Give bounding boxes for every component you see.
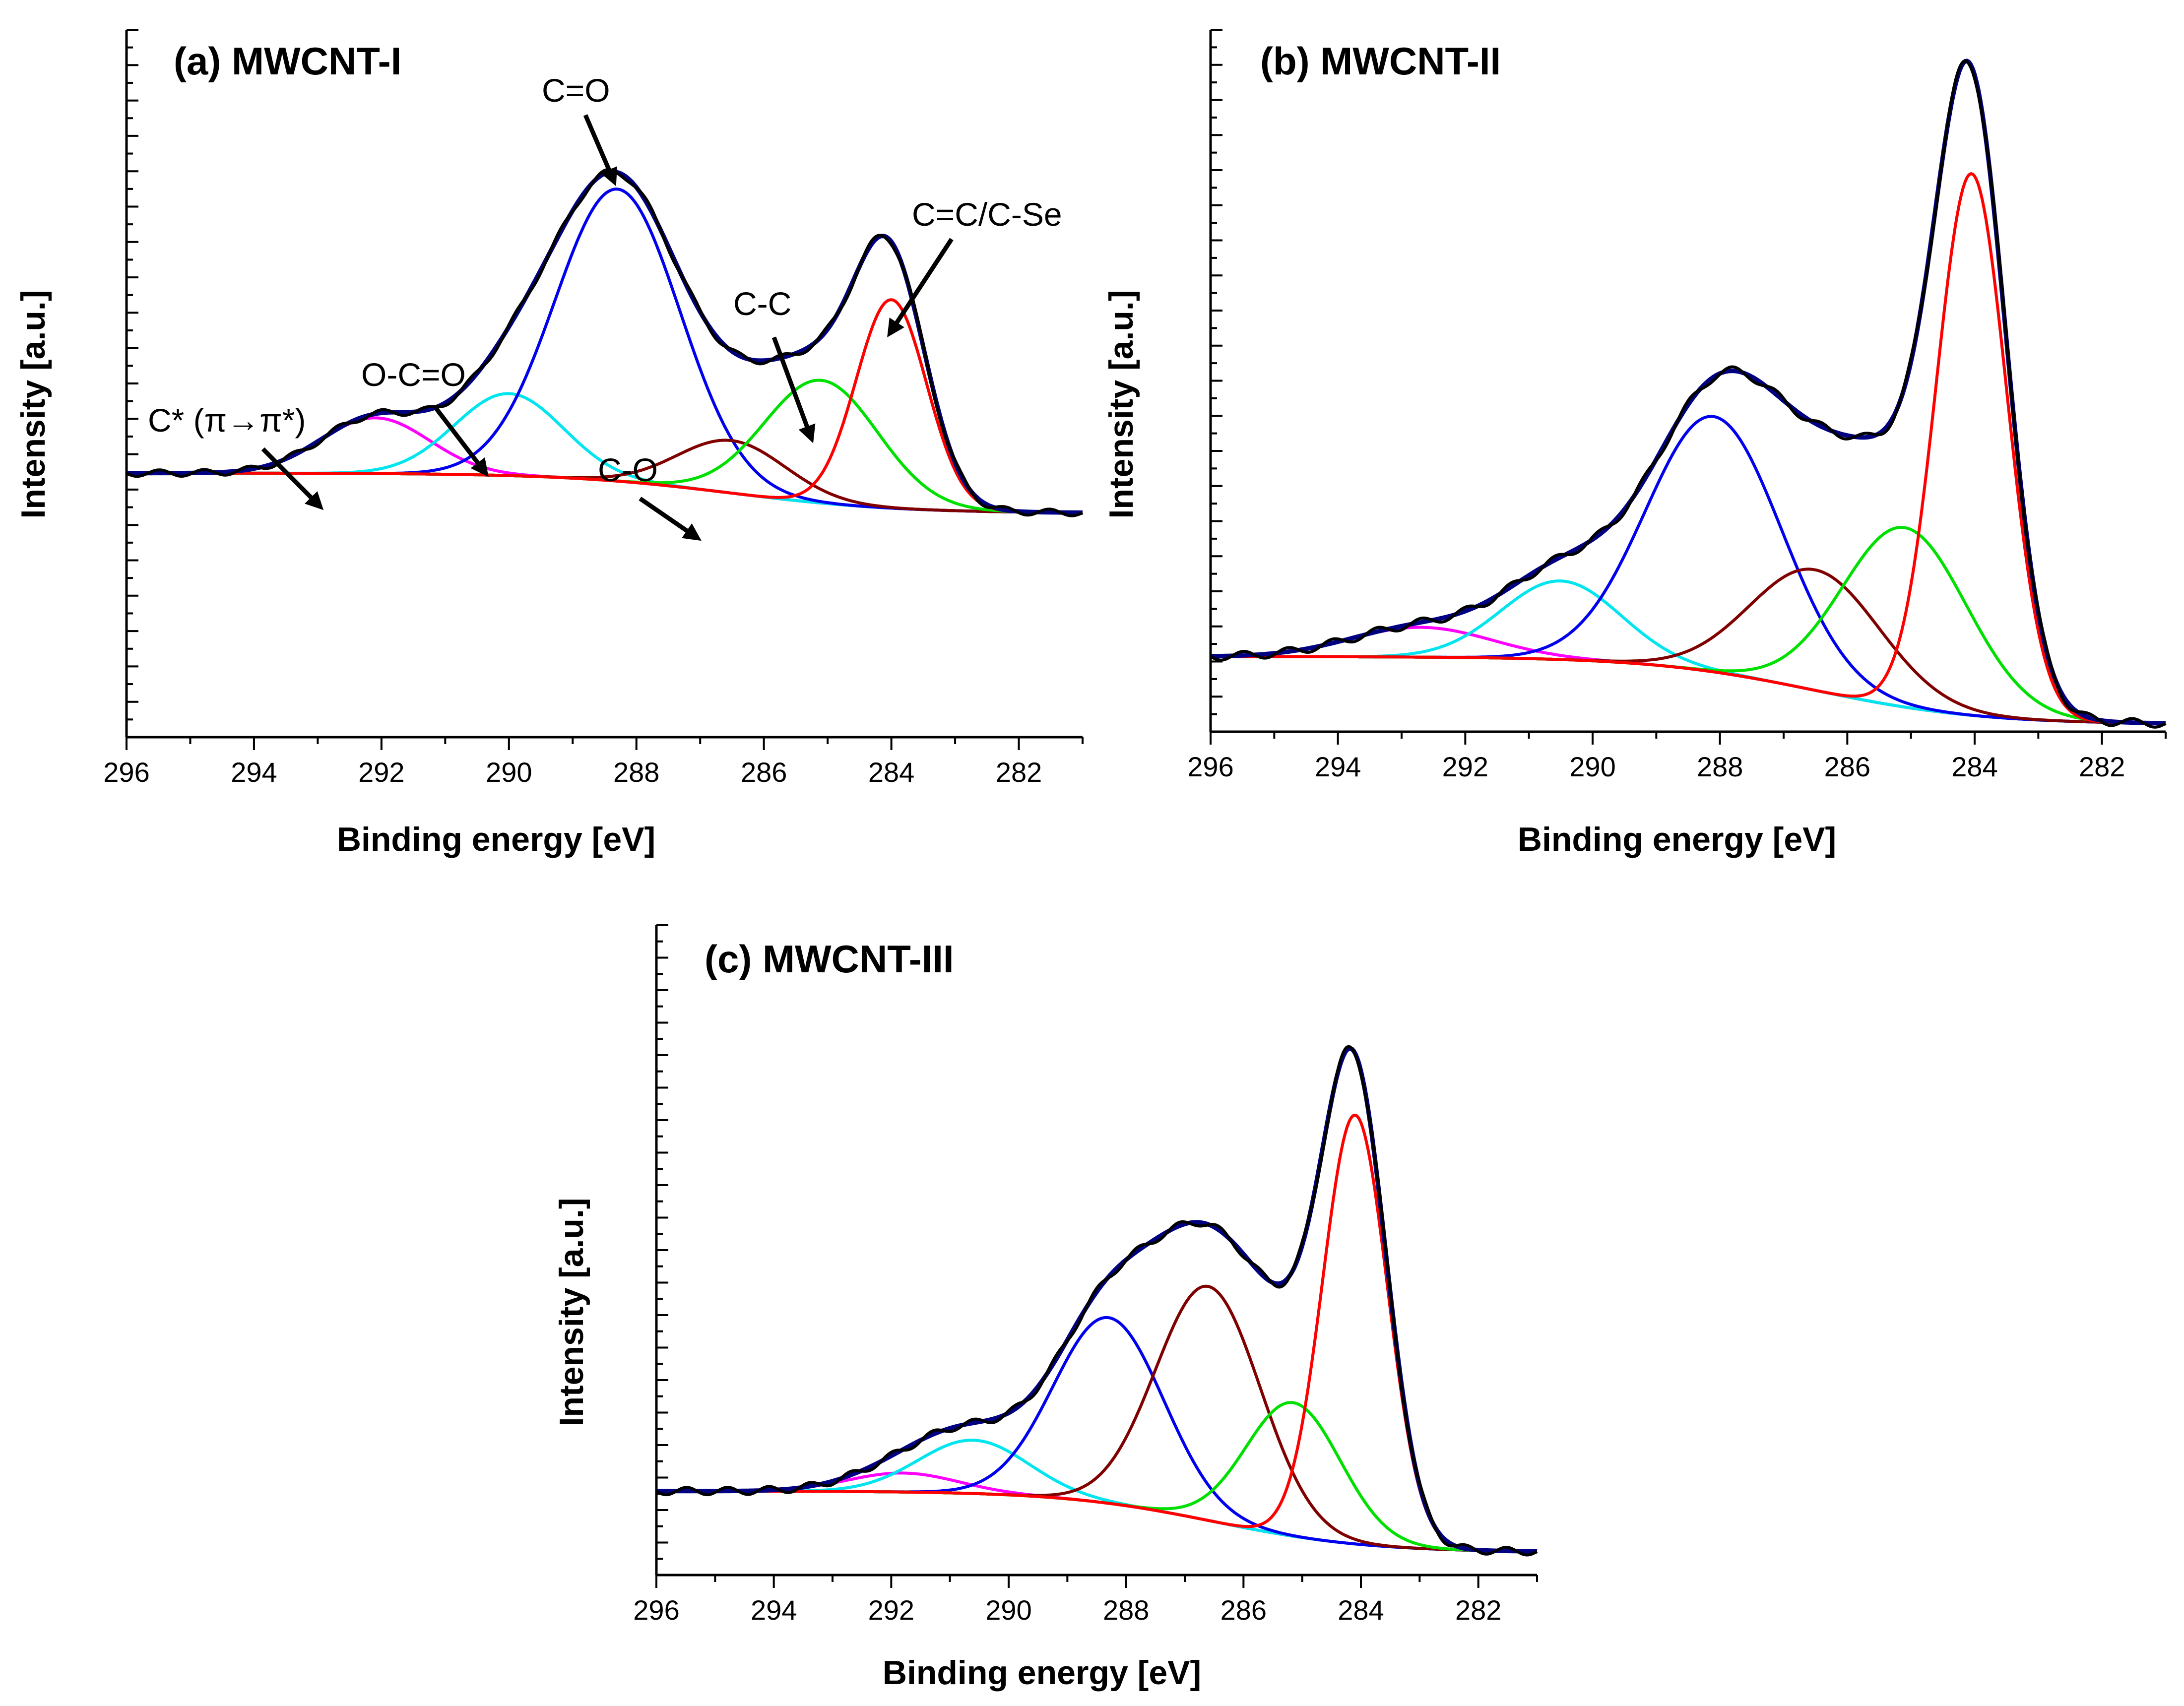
panel-a-x-tick-label-290: 290 — [486, 757, 532, 788]
panel-a-x-tick-label-294: 294 — [231, 757, 277, 788]
panel-b-x-tick-label-296: 296 — [1187, 751, 1233, 782]
panel-a-peak-c-c — [127, 379, 1083, 514]
panel-c-peak-c-double-c-c-se — [656, 1114, 1538, 1553]
panel-b-x-tick-label-284: 284 — [1951, 751, 1997, 782]
panel-b-envelope-curve — [1210, 59, 2166, 726]
panel-c-title: (c) MWCNT-III — [705, 937, 954, 981]
panel-b-measured-curve — [1210, 59, 2167, 729]
panel-a-x-tick-label-296: 296 — [103, 757, 149, 788]
annotation-c-c-arrow — [771, 336, 816, 443]
panel-a-x-tick-label-288: 288 — [613, 757, 659, 788]
panel-b-x-axis-label: Binding energy [eV] — [1518, 821, 1836, 858]
panel-b-x-tick-label-290: 290 — [1569, 751, 1615, 782]
panel-a: (a) MWCNT-I Binding energy [eV] Intensit… — [14, 29, 1084, 858]
panel-b-x-tick-label-288: 288 — [1697, 751, 1743, 782]
panel-c-peak-o-c-double-o — [656, 1439, 1538, 1553]
panel-b-x-tick-label-282: 282 — [2079, 751, 2125, 782]
panel-b-peak-c-double-c-c-se — [1211, 172, 2166, 725]
panel-b-peak-c-double-o — [1211, 415, 2166, 725]
panel-a-x-tick-label-282: 282 — [996, 757, 1042, 788]
panel-a-y-axis-label: Intensity [a.u.] — [14, 290, 52, 519]
panel-b-title: (b) MWCNT-II — [1260, 39, 1501, 83]
annotation-c-c-se: C=C/C-Se — [912, 196, 1062, 233]
panel-c-x-tick-label-294: 294 — [751, 1594, 797, 1626]
panel-c-ticks — [655, 924, 1538, 1588]
panel-c-curves — [655, 1045, 1538, 1557]
panel-b-y-axis-label: Intensity [a.u.] — [1102, 290, 1140, 519]
panel-a-x-tick-labels: 296 294 292 290 288 286 284 282 — [103, 757, 1042, 788]
panel-a-x-tick-label-292: 292 — [358, 757, 404, 788]
panel-a-title: (a) MWCNT-I — [174, 39, 401, 83]
annotation-c-c: C-C — [733, 285, 791, 322]
annotation-c-o: C-O — [598, 451, 658, 488]
panel-c-measured-curve — [655, 1045, 1538, 1557]
annotation-c-o-arrow — [639, 497, 702, 541]
panel-a-x-tick-label-286: 286 — [741, 757, 787, 788]
panel-a-x-tick-label-284: 284 — [868, 757, 914, 788]
panel-c-peak-c-double-o — [656, 1316, 1538, 1553]
panel-b-curves — [1210, 59, 2167, 729]
panel-a-ticks — [126, 29, 1084, 750]
panel-c-x-tick-label-286: 286 — [1220, 1594, 1267, 1626]
panel-b: (b) MWCNT-II Binding energy [eV] Intensi… — [1102, 29, 2167, 858]
panel-c-x-tick-label-290: 290 — [985, 1594, 1031, 1626]
annotation-c-double-o: C=O — [542, 72, 610, 109]
panel-a-x-axis-label: Binding energy [eV] — [337, 821, 655, 858]
annotation-c-c-se-arrow — [887, 238, 954, 338]
panel-c-x-tick-label-288: 288 — [1103, 1594, 1149, 1626]
panel-c-x-tick-labels: 296 294 292 290 288 286 284 282 — [633, 1594, 1501, 1626]
panel-b-peak-c-c — [1211, 526, 2166, 725]
panel-b-x-tick-label-294: 294 — [1315, 751, 1361, 782]
panel-b-x-tick-label-292: 292 — [1442, 751, 1488, 782]
panel-c-x-axis-label: Binding energy [eV] — [883, 1654, 1201, 1692]
panel-c-x-tick-label-282: 282 — [1455, 1594, 1501, 1626]
annotation-o-c-double-o: O-C=O — [361, 356, 466, 393]
panel-c-background-curve — [656, 1489, 1538, 1553]
panel-c-x-tick-label-284: 284 — [1338, 1594, 1384, 1626]
panel-c: (c) MWCNT-III Binding energy [eV] Intens… — [553, 924, 1538, 1692]
panel-b-x-tick-label-286: 286 — [1824, 751, 1870, 782]
annotation-o-c-double-o-arrow — [434, 406, 489, 477]
annotation-c-star: C* (π→π*) — [148, 402, 306, 439]
panel-b-x-tick-labels: 296 294 292 290 288 286 284 282 — [1187, 751, 2125, 782]
annotation-c-star-arrow — [261, 447, 324, 510]
panel-c-y-axis-label: Intensity [a.u.] — [553, 1198, 590, 1427]
annotation-c-double-o-arrow — [583, 114, 617, 187]
panel-c-x-tick-label-292: 292 — [868, 1594, 914, 1626]
panel-b-peak-c-o — [1211, 568, 2166, 725]
panel-c-x-tick-label-296: 296 — [633, 1594, 679, 1626]
